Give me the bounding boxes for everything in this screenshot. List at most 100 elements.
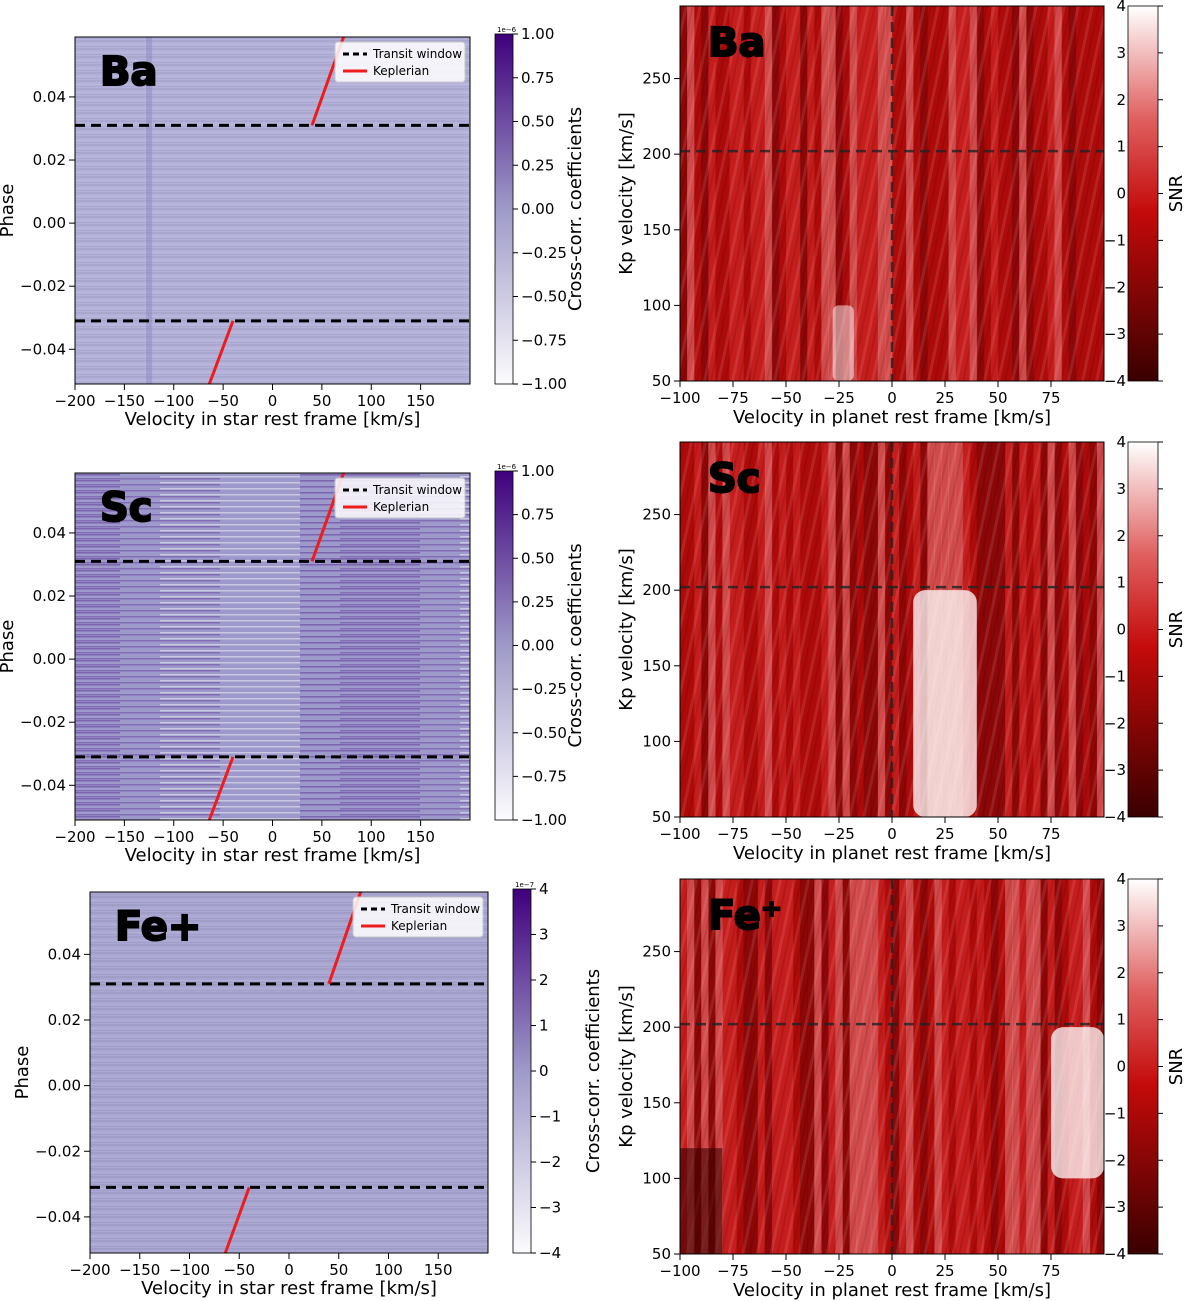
colorbar-tick-label: 3 — [1116, 480, 1126, 498]
x-tick-label: −75 — [717, 389, 749, 407]
x-tick-label: 25 — [935, 389, 954, 407]
colorbar-tick-label: 0.50 — [521, 549, 554, 567]
y-axis-label: Kp velocity [km/s] — [616, 548, 637, 710]
y-tick-label: 50 — [652, 1245, 671, 1263]
y-axis-label: Kp velocity [km/s] — [616, 112, 637, 274]
x-tick-label: −75 — [717, 1262, 749, 1280]
y-tick-label: −0.02 — [20, 713, 66, 731]
legend: Transit window Keplerian — [352, 896, 484, 938]
y-tick-label: 0.04 — [33, 524, 66, 542]
x-tick-label: −25 — [823, 1262, 855, 1280]
x-tick-label: 0 — [887, 1262, 897, 1280]
x-tick-label: 25 — [935, 1262, 954, 1280]
x-tick-label: −50 — [223, 1261, 255, 1279]
snr-dark-patch — [680, 1148, 723, 1254]
x-axis-label: Velocity in star rest frame [km/s] — [125, 409, 421, 430]
phase-map-1: Sc Transit window Keplerian −200 −150 −100 −50… — [0, 462, 586, 866]
y-tick-label: −0.02 — [35, 1142, 81, 1160]
colorbar-offset-label: 1e−7 — [515, 881, 534, 889]
x-tick-label: −200 — [69, 1261, 110, 1279]
x-tick-label: 75 — [1041, 389, 1060, 407]
colorbar-tick-label: 0.50 — [521, 113, 554, 131]
colorbar-tick-label: 3 — [539, 926, 549, 944]
x-tick-label: 0 — [887, 825, 897, 843]
colorbar-tick-label: 0.00 — [521, 200, 554, 218]
colorbar-label: SNR — [1166, 175, 1187, 212]
colorbar-tick-label: −1.00 — [521, 375, 567, 393]
x-tick-label: 100 — [374, 1261, 403, 1279]
colorbar-tick-label: 2 — [1116, 964, 1126, 982]
colorbar-tick-label: 2 — [1116, 91, 1126, 109]
colorbar-tick-label: 1 — [1116, 138, 1126, 156]
x-axis-label: Velocity in star rest frame [km/s] — [141, 1278, 437, 1299]
colorbar: 1.00 0.75 0.50 0.25 0.00 −0.25 −0.50 −0.75 −1.00… — [494, 25, 586, 393]
x-tick-label: −25 — [823, 389, 855, 407]
x-tick-label: −100 — [169, 1261, 210, 1279]
colorbar-tick-label: −3 — [1104, 1198, 1126, 1216]
colorbar-gradient — [1127, 5, 1159, 382]
y-axis-label: Kp velocity [km/s] — [616, 985, 637, 1147]
element-label: Ba — [708, 20, 765, 66]
colorbar-gradient — [1127, 878, 1159, 1255]
colorbar-tick-label: 2 — [1116, 527, 1126, 545]
colorbar-tick-label: 0.75 — [521, 69, 554, 87]
legend-transit-label: Transit window — [390, 902, 480, 916]
colorbar-tick-label: 1.00 — [521, 462, 554, 480]
colorbar-tick-label: 1 — [1116, 574, 1126, 592]
snr-peak — [913, 590, 977, 817]
phase-map-0: Ba Transit window Keplerian −200 −150 −100 −50… — [0, 25, 586, 430]
colorbar-tick-label: 4 — [1116, 433, 1126, 451]
y-tick-label: 150 — [642, 1094, 671, 1112]
colorbar-tick-label: −0.75 — [521, 331, 567, 349]
x-axis-label: Velocity in planet rest frame [km/s] — [733, 843, 1051, 864]
heatmap-texture — [75, 473, 470, 820]
y-tick-label: 250 — [642, 70, 671, 88]
x-tick-label: −50 — [770, 389, 802, 407]
colorbar-tick-label: −0.75 — [521, 767, 567, 785]
x-tick-label: −200 — [54, 392, 95, 410]
keplerian-line — [207, 756, 235, 821]
y-tick-label: 50 — [652, 808, 671, 826]
snr-peak — [1051, 1027, 1104, 1179]
colorbar-tick-label: −1.00 — [521, 811, 567, 829]
keplerian-line — [223, 1186, 251, 1254]
colorbar-tick-label: −2 — [539, 1153, 561, 1171]
colorbar-tick-label: −2 — [1104, 1151, 1126, 1169]
colorbar-tick-label: −0.50 — [521, 724, 567, 742]
colorbar-tick-label: −3 — [539, 1199, 561, 1217]
legend: Transit window Keplerian — [334, 41, 466, 83]
y-tick-label: 200 — [642, 581, 671, 599]
x-tick-label: 25 — [935, 825, 954, 843]
colorbar: 1.00 0.75 0.50 0.25 0.00 −0.25 −0.50 −0.75 −1.00… — [494, 462, 586, 829]
element-label: Fe⁺ — [708, 893, 782, 939]
y-tick-label: 0.00 — [33, 214, 66, 232]
y-tick-label: −0.04 — [20, 340, 66, 358]
y-tick-label: 200 — [642, 1018, 671, 1036]
y-tick-label: 250 — [642, 506, 671, 524]
y-tick-label: 0.00 — [33, 650, 66, 668]
colorbar-tick-label: 1.00 — [521, 25, 554, 43]
colorbar-tick-label: −0.25 — [521, 244, 567, 262]
absorption-streak — [146, 37, 153, 384]
colorbar-gradient — [1127, 441, 1159, 818]
element-label: Fe+ — [115, 904, 201, 950]
colorbar-gradient — [494, 33, 514, 385]
colorbar-tick-label: −1 — [1104, 231, 1126, 249]
y-tick-label: 50 — [652, 372, 671, 390]
x-tick-label: 150 — [424, 1261, 453, 1279]
x-tick-label: 0 — [268, 828, 278, 846]
colorbar-tick-label: 0.25 — [521, 156, 554, 174]
x-tick-label: 50 — [312, 828, 331, 846]
colorbar-tick-label: 0 — [539, 1062, 549, 1080]
y-tick-label: 150 — [642, 657, 671, 675]
x-tick-label: −150 — [119, 1261, 160, 1279]
colorbar-tick-label: 2 — [539, 971, 549, 989]
legend: Transit window Keplerian — [334, 477, 466, 519]
x-tick-label: −150 — [104, 392, 145, 410]
snr-bright-patch — [832, 305, 854, 381]
legend-transit-label: Transit window — [372, 483, 462, 497]
colorbar-tick-label: −1 — [1104, 667, 1126, 685]
x-axis-label: Velocity in planet rest frame [km/s] — [733, 1280, 1051, 1301]
